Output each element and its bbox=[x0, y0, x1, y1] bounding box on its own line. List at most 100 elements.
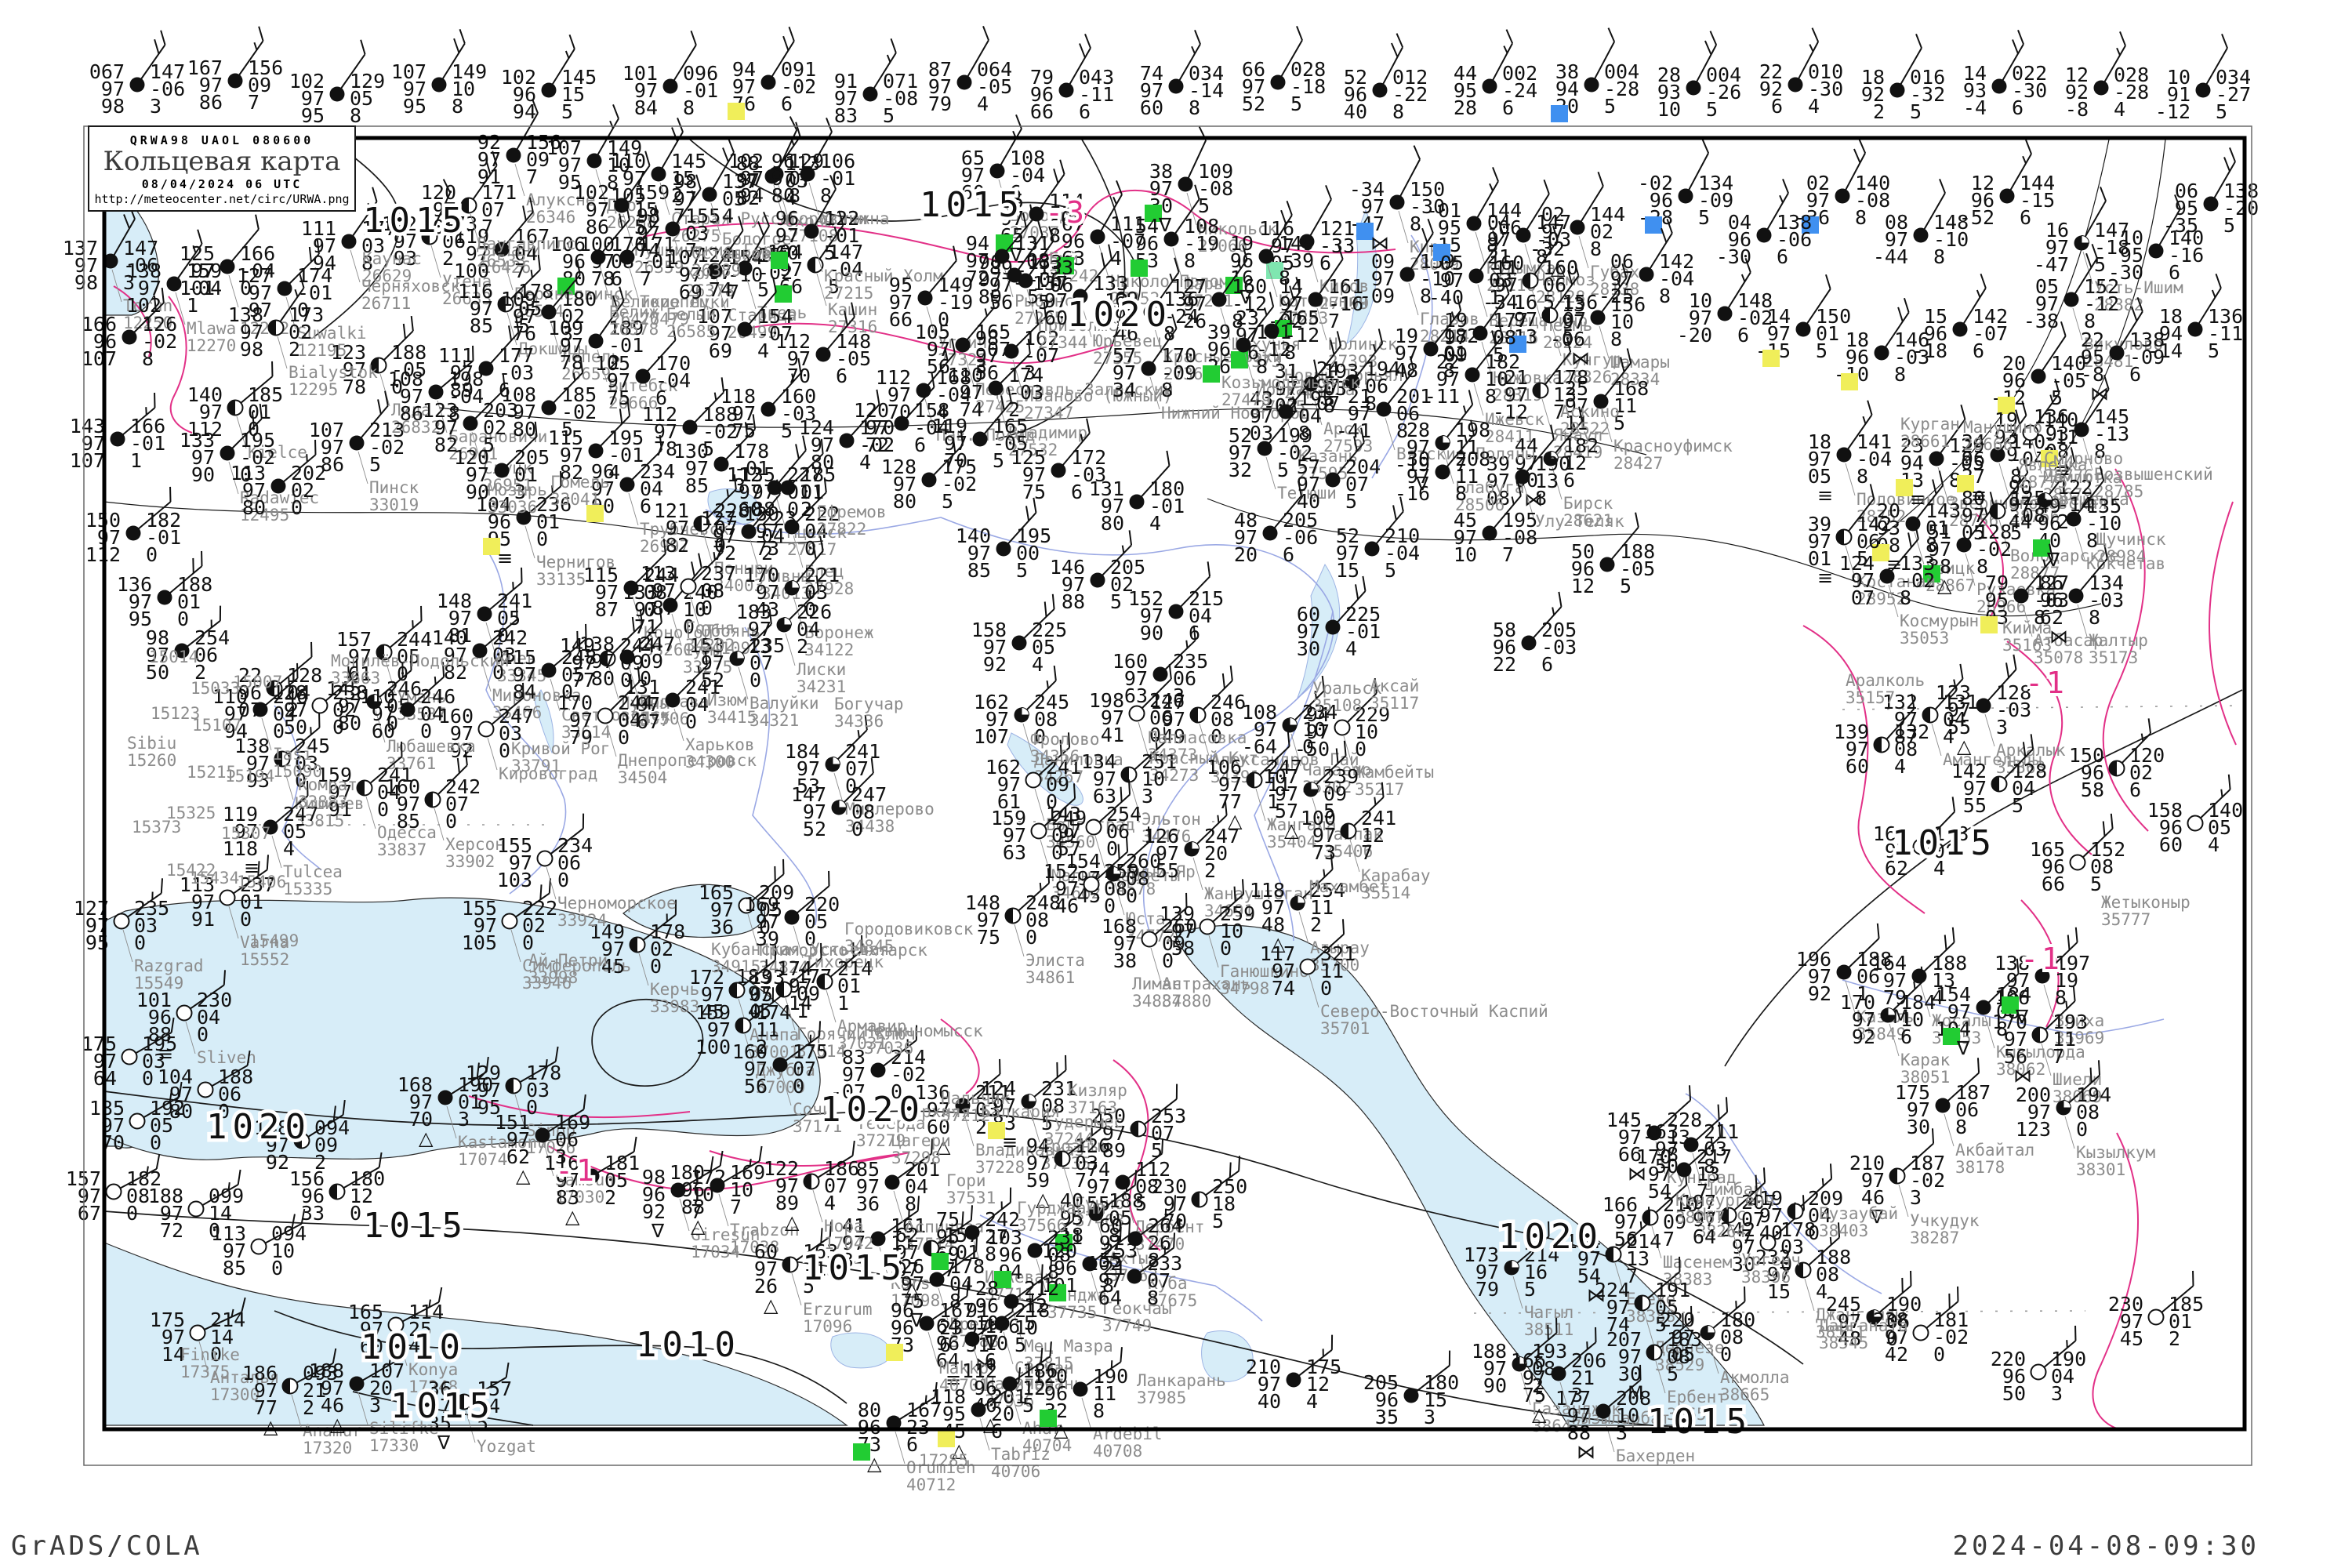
station-value: 137 bbox=[722, 170, 757, 193]
place-id: 34415 bbox=[707, 708, 757, 727]
cloud-cover-icon bbox=[1590, 310, 1606, 325]
cloud-cover-icon bbox=[1290, 895, 1306, 911]
isobar-label: 1015 bbox=[920, 185, 1025, 225]
station-id: 17096 bbox=[803, 1317, 852, 1336]
cloud-cover-icon bbox=[2093, 80, 2109, 96]
place-name: Ланкарань bbox=[1137, 1371, 1226, 1390]
station-value: 0 bbox=[150, 1131, 162, 1154]
station-id: 17320 bbox=[303, 1439, 352, 1457]
station-value: -4 bbox=[1963, 96, 1987, 119]
station-value: 5 bbox=[1620, 575, 1632, 597]
station-value: 28 bbox=[1454, 96, 1477, 119]
station-value: 82 bbox=[666, 534, 689, 557]
station-value: 188 bbox=[391, 341, 426, 364]
station-value: 60 bbox=[2159, 833, 2183, 856]
station-value: 85 bbox=[470, 314, 493, 337]
isotherm-label: -1 bbox=[2020, 942, 2063, 976]
station-value: -02 bbox=[369, 436, 405, 459]
station-value: 90 bbox=[466, 481, 489, 503]
cloud-cover-icon bbox=[1051, 463, 1066, 478]
cloud-cover-icon bbox=[1599, 557, 1615, 572]
station-value: 124 bbox=[697, 244, 732, 267]
station-value: 74 bbox=[1272, 977, 1295, 1000]
place-id: 15007 bbox=[233, 673, 282, 691]
place-name: Ефремов bbox=[817, 503, 887, 521]
weather-symbol-icon: ∇ bbox=[1956, 1037, 1970, 1059]
cloud-cover-icon bbox=[760, 401, 776, 417]
station-value: 97 bbox=[249, 281, 272, 304]
station-id: 33135 bbox=[536, 570, 586, 589]
station-value: 6 bbox=[611, 267, 622, 290]
station-value: 7 bbox=[1741, 1225, 1753, 1248]
station-value: 02 bbox=[289, 321, 312, 343]
station-id: 26499 bbox=[728, 323, 777, 342]
station-name: Бахерден bbox=[1616, 1446, 1695, 1465]
station-value: 8 bbox=[1443, 359, 1455, 382]
weather-symbol-icon: △ bbox=[785, 1211, 800, 1233]
cloud-cover-icon bbox=[463, 416, 478, 431]
cloud-cover-icon bbox=[176, 1004, 193, 1022]
cloud-cover-icon bbox=[1482, 78, 1497, 94]
cloud-cover-icon bbox=[1639, 267, 1654, 282]
place-name: Изюм bbox=[707, 691, 747, 710]
place-id: 38403 bbox=[1819, 1221, 1868, 1240]
station-value: 0 bbox=[1320, 977, 1332, 1000]
station-value: 55 bbox=[1963, 794, 1987, 817]
station-value: 90 bbox=[191, 463, 215, 486]
station-value: 87 bbox=[595, 598, 619, 621]
station-id: 26951 bbox=[483, 476, 532, 495]
place-id: 37244 bbox=[1044, 1130, 1094, 1149]
station-name: Карак bbox=[1900, 1051, 1951, 1069]
station-value: 40 bbox=[1344, 100, 1367, 123]
station-value: 195 bbox=[240, 429, 275, 452]
station-value: 60 bbox=[1044, 307, 1068, 329]
label-leader-line bbox=[673, 237, 684, 270]
wind-barb bbox=[625, 151, 651, 201]
station-value: 0 bbox=[126, 1202, 138, 1225]
place-name: Козьмодемьянск bbox=[1221, 373, 1360, 392]
cloud-cover-icon bbox=[267, 319, 285, 336]
station-value: 0 bbox=[1220, 937, 1232, 960]
cloud-cover-icon bbox=[1700, 1324, 1716, 1341]
cloud-cover-icon bbox=[129, 1112, 146, 1130]
station-value: 1 bbox=[130, 449, 142, 472]
station-value: 5 bbox=[2208, 339, 2220, 362]
cloud-cover-icon bbox=[1570, 220, 1585, 235]
station-value: 8 bbox=[683, 96, 695, 119]
station-value: 0 bbox=[291, 496, 303, 519]
station-value: 8 bbox=[905, 1192, 916, 1215]
wind-barb bbox=[676, 174, 702, 224]
station-name: Северо-Восточный Каспий bbox=[1320, 1002, 1548, 1021]
station-value: -16 bbox=[1395, 482, 1430, 505]
station-value: 107 bbox=[82, 347, 117, 370]
station-value: 60 bbox=[1846, 755, 1869, 778]
station-value: -04 bbox=[240, 260, 275, 282]
label-leader-line bbox=[1255, 788, 1266, 822]
label-leader-line bbox=[437, 400, 448, 434]
station-value: 40 bbox=[1258, 1390, 1281, 1413]
wind-barb bbox=[231, 214, 260, 262]
cloud-cover-icon bbox=[784, 909, 800, 925]
place-id: 27479 bbox=[1221, 390, 1271, 409]
station-value: 97 bbox=[771, 167, 795, 190]
station-value: 8 bbox=[1659, 285, 1671, 307]
station-value: 8 bbox=[2055, 986, 2067, 1009]
station-plot: 1239782203025Слуцк26951 bbox=[423, 373, 533, 495]
wind-barb bbox=[383, 315, 414, 361]
station-value: 108 bbox=[388, 368, 423, 390]
station-value: -02 bbox=[240, 446, 275, 469]
place-id: 34887 bbox=[1132, 992, 1181, 1011]
cloud-cover-icon bbox=[1286, 1372, 1301, 1388]
station-value: 8 bbox=[1535, 487, 1547, 510]
cloud-cover-icon bbox=[2195, 82, 2211, 98]
station-value: 69 bbox=[709, 339, 732, 362]
